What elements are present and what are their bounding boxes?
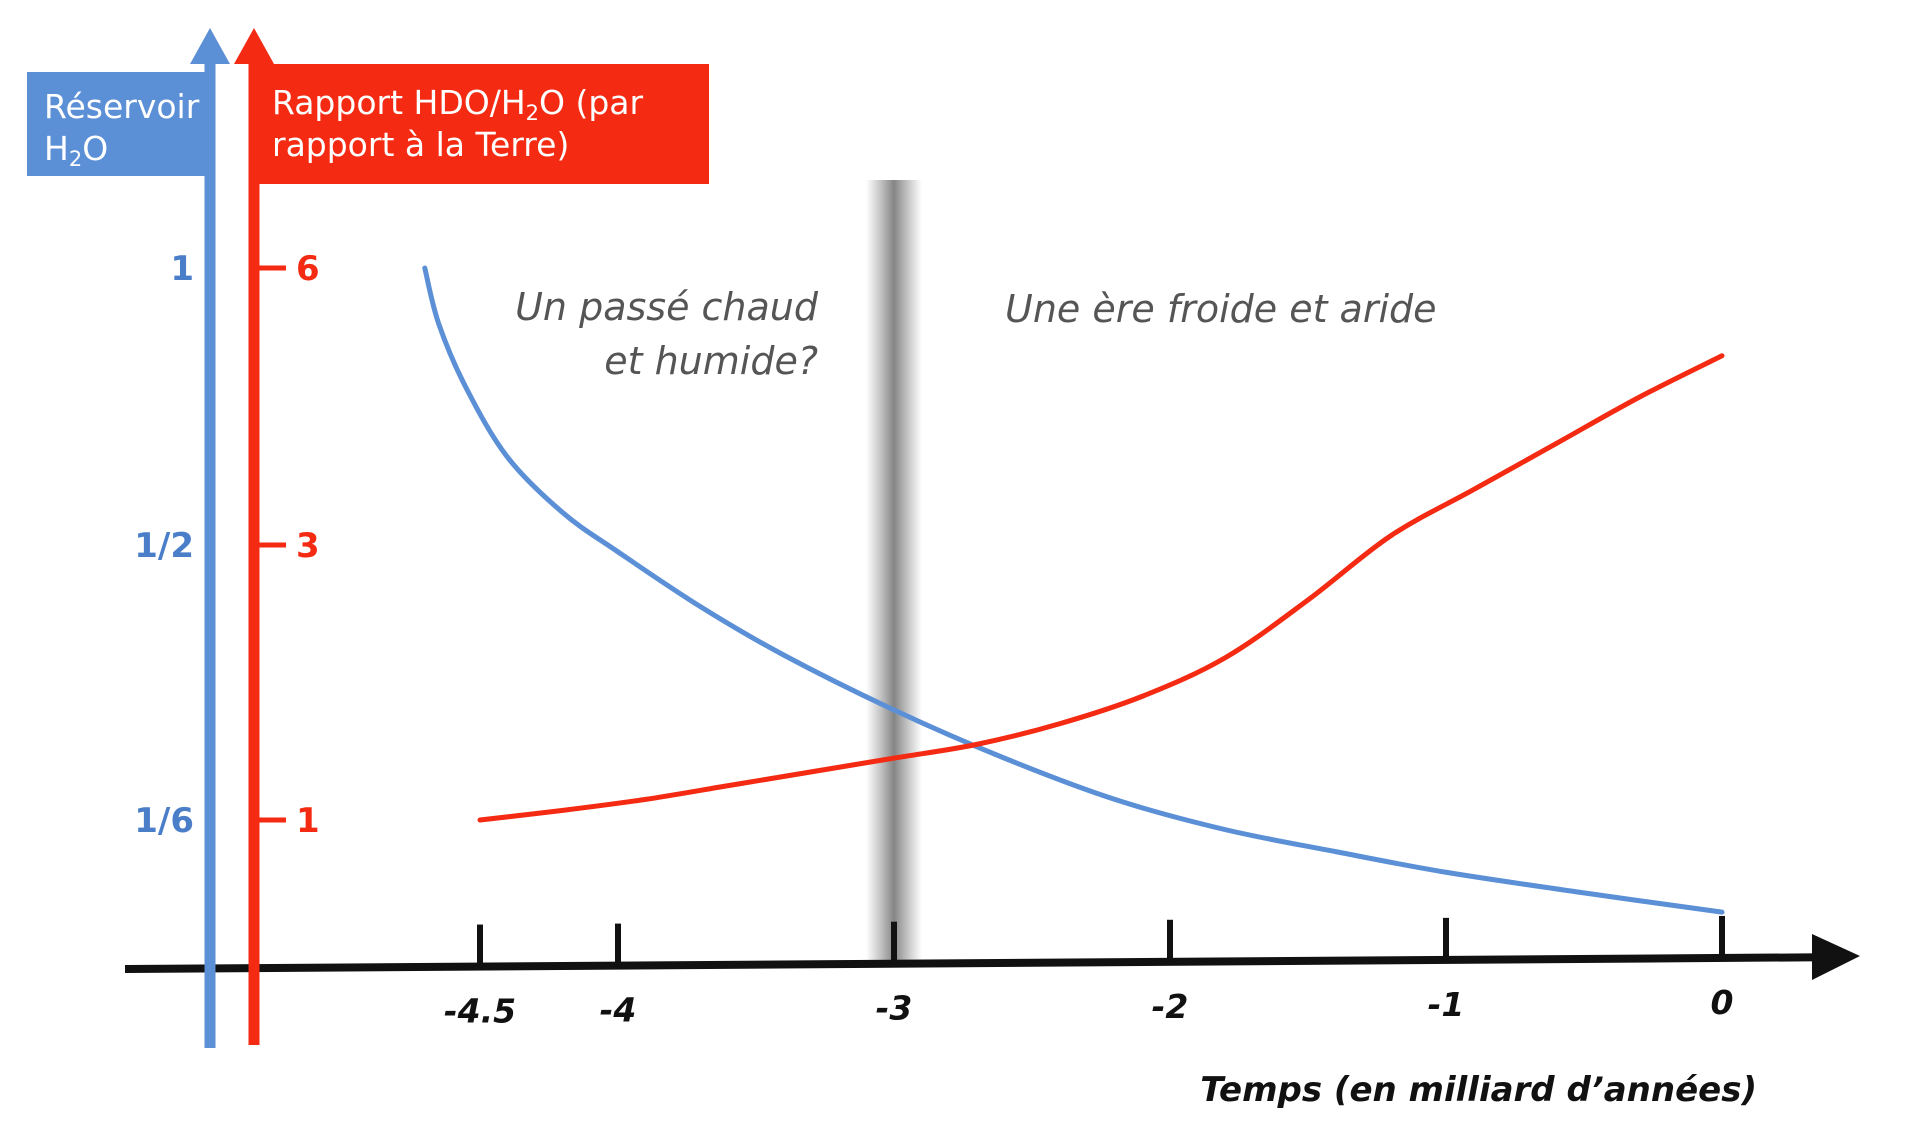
- left-y-tick-label-0: 1: [170, 249, 194, 289]
- axes: [124, 28, 1860, 1048]
- left-y-tick-label-1: 1/2: [134, 526, 194, 566]
- series-line-left: [422, 265, 1725, 915]
- x-tick-label-2: -3: [876, 989, 913, 1028]
- left-y-axis-arrow: [190, 28, 230, 64]
- x-axis-label: Temps (en milliard d’années): [1200, 1070, 1757, 1110]
- x-tick-label-1: -4: [600, 991, 637, 1030]
- right-axis-title-line2: rapport à la Terre): [272, 125, 570, 164]
- x-axis-arrow: [1812, 934, 1860, 980]
- left-axis-title-line2: H2O: [44, 129, 109, 171]
- x-tick-label-0: -4.5: [444, 992, 516, 1031]
- left-axis-title: Réservoir H2O: [27, 72, 207, 176]
- x-tick-label-3: -2: [1152, 987, 1189, 1026]
- annotation-warm-past-line2: et humide?: [604, 339, 818, 383]
- y-ticks: 1 1/2 1/6 6 3 1: [134, 249, 319, 841]
- boundary-band: [866, 180, 922, 960]
- series-line-right: [477, 353, 1725, 823]
- right-y-tick-label-0: 6: [296, 249, 320, 289]
- x-axis-line: [124, 953, 1821, 973]
- annotation-warm-past-line1: Un passé chaud: [515, 285, 819, 329]
- right-y-tick-label-2: 1: [296, 801, 320, 841]
- left-axis-title-line1: Réservoir: [44, 87, 200, 126]
- right-y-axis-arrow: [234, 28, 274, 64]
- boundary-band-rect: [866, 180, 922, 960]
- series: [422, 265, 1725, 915]
- right-axis-title: Rapport HDO/H2O (par rapport à la Terre): [255, 64, 709, 184]
- x-tick-label-4: -1: [1428, 985, 1465, 1024]
- x-ticks: -4.5 -4 -3 -2 -1 0: [444, 915, 1734, 1031]
- annotation-cold-era: Une ère froide et aride: [1005, 287, 1437, 331]
- x-tick-label-5: 0: [1711, 983, 1734, 1022]
- right-y-tick-label-1: 3: [296, 526, 320, 566]
- right-axis-title-line1: Rapport HDO/H2O (par: [272, 83, 644, 125]
- left-y-tick-label-2: 1/6: [134, 801, 194, 841]
